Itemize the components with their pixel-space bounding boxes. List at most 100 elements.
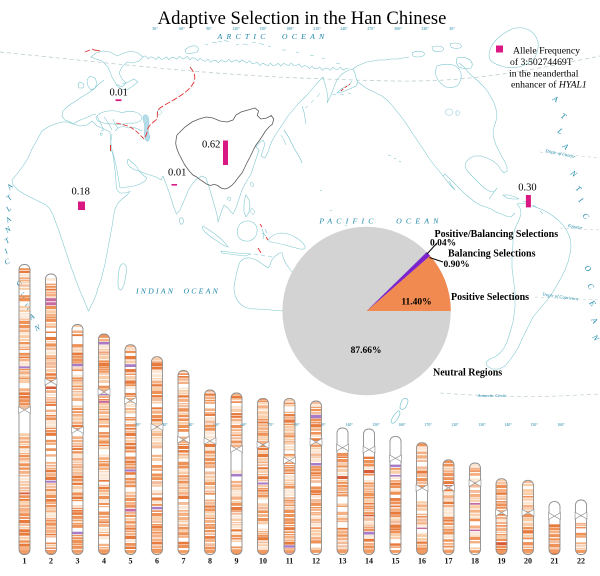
svg-text:A: A — [27, 311, 37, 322]
svg-text:Antarctic Circle: Antarctic Circle — [477, 393, 507, 398]
svg-text:N: N — [2, 224, 13, 235]
svg-text:A: A — [560, 141, 570, 152]
svg-text:13: 13 — [339, 557, 347, 566]
svg-text:160°: 160° — [557, 422, 565, 427]
svg-text:90°: 90° — [206, 26, 212, 31]
svg-text:Neutral Regions: Neutral Regions — [433, 368, 502, 379]
svg-text:140°: 140° — [186, 422, 194, 427]
svg-text:I: I — [2, 246, 10, 256]
svg-text:0.04%: 0.04% — [430, 239, 456, 249]
svg-text:150°: 150° — [530, 422, 538, 427]
svg-text:Balancing Selections: Balancing Selections — [448, 249, 536, 260]
svg-text:5: 5 — [129, 557, 133, 566]
svg-text:87.66%: 87.66% — [351, 346, 382, 356]
svg-text:180°: 180° — [286, 26, 294, 31]
svg-text:A: A — [550, 93, 560, 104]
svg-text:170°: 170° — [266, 422, 274, 427]
svg-text:210°: 210° — [313, 26, 321, 31]
svg-text:Tropic of Capricorn: Tropic of Capricorn — [542, 292, 579, 302]
svg-text:170°: 170° — [424, 422, 432, 427]
svg-text:330°: 330° — [421, 26, 429, 31]
svg-text:15: 15 — [392, 557, 400, 566]
svg-text:240°: 240° — [340, 26, 348, 31]
svg-text:150°: 150° — [212, 422, 220, 427]
svg-text:N: N — [568, 168, 579, 179]
svg-text:60°: 60° — [179, 26, 185, 31]
svg-text:T: T — [574, 184, 584, 194]
svg-text:0.90%: 0.90% — [444, 260, 470, 270]
svg-text:Adaptive Selection in the Han: Adaptive Selection in the Han Chinese — [158, 8, 447, 29]
svg-text:7: 7 — [182, 557, 186, 566]
svg-text:20: 20 — [524, 557, 532, 566]
svg-text:Positive/Balancing Selections: Positive/Balancing Selections — [435, 229, 559, 240]
svg-text:0.01: 0.01 — [110, 87, 128, 98]
svg-text:120°: 120° — [292, 422, 300, 427]
svg-text:140°: 140° — [345, 422, 353, 427]
svg-text:C: C — [581, 211, 592, 222]
svg-text:11: 11 — [286, 557, 294, 566]
svg-text:L: L — [555, 126, 565, 137]
svg-text:18: 18 — [471, 557, 479, 566]
svg-text:A: A — [589, 315, 600, 325]
svg-text:Tropic of Cancer: Tropic of Cancer — [545, 148, 576, 159]
svg-text:Equator: Equator — [567, 223, 584, 231]
svg-text:1: 1 — [23, 557, 27, 566]
svg-text:C: C — [3, 256, 12, 267]
svg-text:22: 22 — [577, 557, 585, 566]
svg-text:2: 2 — [49, 557, 53, 566]
svg-text:in the neanderthal: in the neanderthal — [509, 68, 579, 79]
svg-text:of 3:50274469T: of 3:50274469T — [510, 57, 573, 68]
svg-text:A: A — [4, 182, 15, 192]
svg-text:160°: 160° — [239, 422, 247, 427]
svg-text:16: 16 — [418, 557, 426, 566]
svg-text:120°: 120° — [451, 422, 459, 427]
svg-text:A: A — [3, 214, 13, 225]
svg-text:T: T — [3, 235, 12, 245]
svg-text:130°: 130° — [318, 422, 326, 427]
svg-text:Positive Selections: Positive Selections — [451, 292, 529, 303]
svg-text:150°: 150° — [372, 422, 380, 427]
svg-text:6: 6 — [155, 557, 159, 566]
svg-text:3: 3 — [76, 557, 80, 566]
svg-text:300°: 300° — [394, 26, 402, 31]
svg-text:120°: 120° — [232, 26, 240, 31]
svg-text:0.18: 0.18 — [72, 186, 90, 197]
svg-text:30°: 30° — [152, 26, 158, 31]
svg-text:ARCTIC OCEAN: ARCTIC OCEAN — [217, 32, 329, 41]
svg-text:C: C — [19, 290, 29, 301]
svg-text:4: 4 — [102, 557, 106, 566]
svg-text:10: 10 — [259, 557, 267, 566]
svg-text:O: O — [583, 263, 594, 273]
svg-text:0.30: 0.30 — [518, 183, 536, 194]
svg-text:PACIFIC OCEAN: PACIFIC OCEAN — [318, 217, 442, 226]
svg-text:E: E — [587, 298, 598, 308]
svg-text:12: 12 — [312, 557, 320, 566]
svg-text:T: T — [4, 193, 14, 203]
svg-text:120°: 120° — [133, 422, 141, 427]
svg-text:Allele Frequency: Allele Frequency — [513, 46, 580, 57]
svg-text:enhancer of HYAL1: enhancer of HYAL1 — [511, 80, 587, 91]
svg-text:150°: 150° — [259, 26, 267, 31]
svg-text:0.62: 0.62 — [202, 140, 220, 151]
svg-text:9: 9 — [235, 557, 239, 566]
svg-text:270°: 270° — [367, 26, 375, 31]
svg-text:N: N — [32, 322, 42, 333]
svg-text:L: L — [3, 204, 13, 214]
svg-text:C: C — [585, 282, 596, 292]
svg-text:INDIAN OCEAN: INDIAN OCEAN — [135, 287, 220, 296]
svg-text:19: 19 — [498, 557, 506, 566]
svg-text:160°: 160° — [398, 422, 406, 427]
svg-text:0.01: 0.01 — [168, 168, 186, 179]
svg-text:N: N — [590, 332, 600, 343]
svg-text:I: I — [576, 195, 585, 204]
svg-text:T: T — [559, 111, 568, 121]
svg-text:14: 14 — [365, 557, 373, 566]
svg-text:130°: 130° — [160, 422, 168, 427]
svg-text:21: 21 — [551, 557, 559, 566]
svg-text:130°: 130° — [478, 422, 486, 427]
svg-text:140°: 140° — [504, 422, 512, 427]
svg-text:30°: 30° — [449, 26, 455, 31]
svg-text:8: 8 — [208, 557, 212, 566]
svg-text:17: 17 — [445, 557, 453, 566]
svg-text:11.40%: 11.40% — [401, 297, 431, 307]
